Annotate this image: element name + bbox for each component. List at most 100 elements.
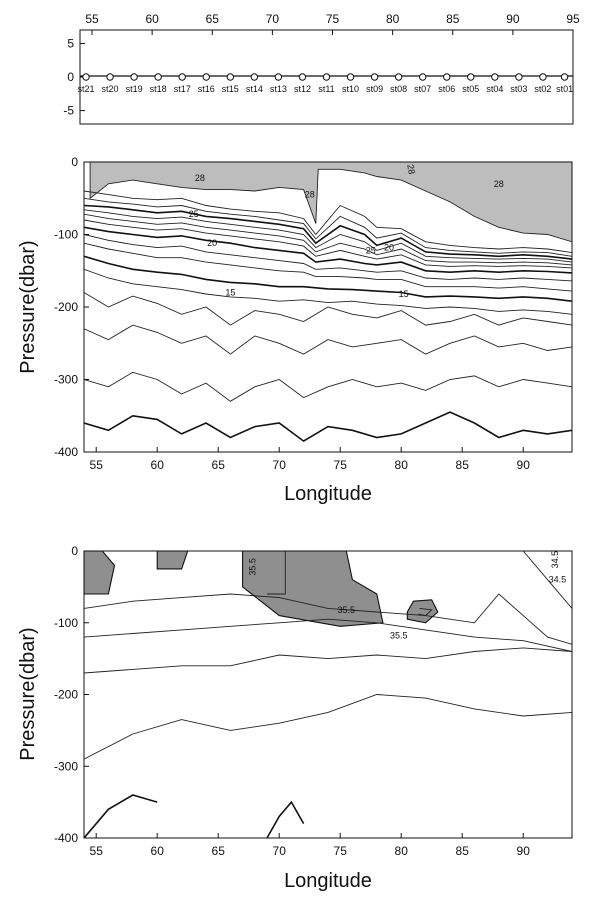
contour-line [84, 255, 572, 302]
salinity-y-ticks: 0 -100 -200 -300 -400 [54, 544, 89, 845]
shaded-region [84, 551, 116, 595]
y-tick-label: -100 [54, 228, 78, 242]
station-marker [515, 73, 523, 81]
station-label: st11 [318, 84, 334, 94]
contour-line [84, 190, 572, 254]
salinity-contour-labels: 35.5 35.5 35.5 34.5 34.5 [247, 551, 566, 641]
contour-line [522, 551, 572, 609]
station-label: st02 [534, 84, 551, 94]
station-label: st21 [78, 84, 95, 94]
contour-line [84, 411, 572, 443]
contour-label: 20 [384, 243, 394, 253]
salinity-x-axis-label: Longitude [284, 870, 372, 892]
station-label: st04 [486, 84, 503, 94]
contour-line [84, 268, 572, 315]
x-tick-label: 75 [334, 458, 348, 472]
x-tick-label: 90 [517, 458, 531, 472]
station-marker [418, 73, 427, 81]
contour-label: 28 [195, 173, 205, 183]
contour-label: 35.5 [390, 631, 408, 641]
shaded-region [156, 551, 189, 570]
contour-label: 34.5 [549, 575, 567, 585]
y-tick-label: -100 [54, 616, 78, 630]
track-top-tick-label: 75 [326, 12, 340, 26]
station-label: st10 [342, 84, 359, 94]
track-y-tick-label: 5 [67, 36, 74, 50]
contour-line [418, 607, 433, 617]
station-marker [370, 73, 379, 81]
station-marker [106, 73, 114, 81]
temperature-x-axis-label: Longitude [284, 483, 372, 505]
track-top-tick-label: 55 [85, 12, 99, 26]
contour-label: 25 [189, 209, 199, 219]
contour-line [266, 800, 305, 838]
contour-line [84, 618, 572, 652]
station-marker [467, 73, 475, 81]
station-label: st08 [390, 84, 407, 94]
station-marker [560, 73, 569, 81]
y-tick-label: -300 [54, 373, 78, 387]
station-label: st09 [366, 84, 383, 94]
station-marker [178, 73, 186, 81]
x-tick-label: 70 [273, 458, 287, 472]
track-y-tick-label: -5 [63, 104, 74, 118]
station-label: st06 [438, 84, 455, 94]
station-label: st05 [462, 84, 479, 94]
station-label: st14 [246, 84, 263, 94]
station-marker [226, 73, 235, 81]
contour-label: 34.5 [550, 551, 560, 569]
track-top-tick-label: 60 [145, 12, 159, 26]
track-top-tick-label: 90 [506, 12, 520, 26]
track-top-tick-label: 85 [446, 12, 460, 26]
contour-label: 28 [494, 179, 504, 189]
station-marker [443, 73, 451, 81]
contour-line [84, 226, 572, 274]
station-track-panel: 55 60 65 70 75 80 85 90 95 5 0 -5 st21 st20 st19 st18… [63, 12, 580, 125]
contour-line [84, 647, 572, 674]
station-label: st19 [126, 84, 143, 94]
station-marker [394, 73, 403, 81]
salinity-x-ticks: 55 60 65 70 75 80 85 90 [90, 833, 530, 858]
station-markers: st21 st20 st19 st18 st17 st16 st15 st14 st13 st12… [78, 73, 573, 94]
track-top-tick-label: 70 [266, 12, 280, 26]
shaded-region [89, 162, 572, 243]
station-marker [250, 73, 259, 81]
station-label: st13 [270, 84, 287, 94]
contour-line [84, 324, 572, 355]
x-tick-label: 55 [90, 458, 104, 472]
x-tick-label: 65 [212, 458, 226, 472]
contour-line [84, 694, 572, 760]
x-tick-label: 60 [151, 458, 165, 472]
y-tick-label: -400 [54, 831, 78, 845]
contour-line [84, 213, 572, 266]
contour-line [84, 204, 572, 260]
salinity-panel: 35.5 35.5 35.5 34.5 34.5 55 60 65 70 75 80 85 90 0 -… [17, 544, 573, 892]
station-marker [539, 73, 547, 81]
salinity-shading [84, 551, 439, 627]
track-top-tick-label: 95 [566, 12, 580, 26]
station-label: st15 [222, 84, 239, 94]
contour-label: 28 [405, 163, 417, 175]
y-tick-label: 0 [71, 544, 78, 558]
station-marker [298, 73, 307, 81]
contour-label: 20 [207, 238, 217, 248]
x-tick-label: 85 [456, 844, 470, 858]
x-tick-label: 70 [273, 844, 287, 858]
track-top-ticks: 55 60 65 70 75 80 85 90 95 [85, 12, 580, 35]
station-label: st03 [510, 84, 527, 94]
salinity-y-axis-label: Pressure(dbar) [17, 627, 39, 760]
x-tick-label: 75 [334, 844, 348, 858]
track-y-tick-label: 0 [67, 70, 74, 84]
y-tick-label: -200 [54, 688, 78, 702]
station-label: st18 [150, 84, 167, 94]
contour-label: 28 [305, 190, 315, 200]
contour-line [267, 551, 286, 595]
contour-line [84, 209, 572, 263]
station-label: st20 [102, 84, 119, 94]
station-marker [322, 73, 331, 81]
station-marker [130, 73, 138, 81]
contour-line [84, 371, 572, 402]
station-label: st12 [294, 84, 311, 94]
contour-line [84, 794, 158, 838]
